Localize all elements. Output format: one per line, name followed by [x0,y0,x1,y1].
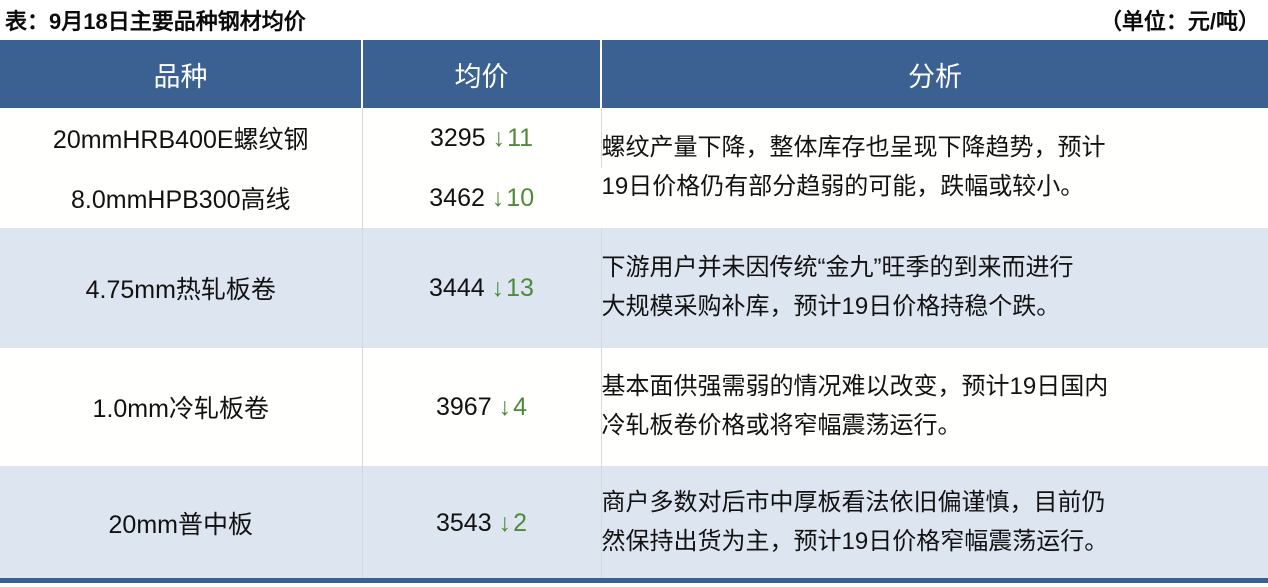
variety-cell: 20mmHRB400E螺纹钢 [0,108,363,168]
analysis-line: 螺纹产量下降，整体库存也呈现下降趋势，预计 [601,134,1106,162]
price-value: 3295 [429,123,486,152]
price-delta: 2 [513,508,528,537]
table-row: 4.75mm热轧板卷 3444 ↓13 下游用户并未因传统“金九”旺季的到来而进行… [0,228,1268,348]
price-value: 3444 [429,273,485,302]
price-value: 3462 [429,183,485,212]
price-cell: 3444 ↓13 [362,228,602,348]
analysis-line: 商户多数对后市中厚板看法依旧偏谨慎，目前仍 [601,489,1106,517]
table-row: 8.0mmHPB300高线 3462 ↓10 [0,168,1268,228]
table-caption-bar: 表：9月18日主要品种钢材均价 （单位：元/吨） [0,0,1268,40]
unit-note: （单位：元/吨） [1099,9,1260,34]
analysis-cell: 下游用户并未因传统“金九”旺季的到来而进行 大规模采购补库，预计19日价格持稳个… [601,228,1268,348]
arrow-down-icon: ↓ [491,183,505,212]
arrow-down-icon: ↓ [492,123,506,152]
analysis-line: 冷轧板卷价格或将窄幅震荡运行。 [601,412,962,439]
variety-cell: 20mm普中板 [0,466,363,580]
analysis-line: 然保持出货为主，预计19日价格窄幅震荡运行。 [601,528,1109,555]
column-header-variety: 品种 [0,40,363,108]
arrow-down-icon: ↓ [498,392,512,421]
price-value: 3967 [435,392,492,421]
price-delta: 13 [506,273,534,302]
price-delta: 4 [513,392,528,421]
table-header-row: 品种 均价 分析 [0,40,1268,108]
arrow-down-icon: ↓ [491,273,505,302]
price-cell: 3967 ↓4 [362,348,602,466]
column-header-analysis: 分析 [601,40,1268,108]
table-bottom-rule [0,578,1268,583]
price-cell: 3295 ↓11 [362,108,602,168]
table-row: 20mmHRB400E螺纹钢 3295 ↓11 螺纹产量下降，整体库存也呈现下降趋… [0,108,1268,228]
price-delta: 11 [507,123,534,152]
steel-price-table: 品种 均价 分析 20mmHRB400E螺纹钢 3295 ↓11 螺纹产量下降，整… [0,40,1268,580]
price-value: 3543 [435,508,492,537]
price-cell: 3462 ↓10 [362,168,601,228]
analysis-line: 大规模采购补库，预计19日价格持稳个跌。 [601,293,1061,320]
analysis-cell: 商户多数对后市中厚板看法依旧偏谨慎，目前仍 然保持出货为主，预计19日价格窄幅震… [601,466,1268,580]
analysis-cell: 基本面供强需弱的情况难以改变，预计19日国内 冷轧板卷价格或将窄幅震荡运行。 [601,348,1268,466]
price-delta: 10 [506,183,535,212]
analysis-cell: 螺纹产量下降，整体库存也呈现下降趋势，预计 19日价格仍有部分趋弱的可能，跌幅或… [601,108,1268,228]
table-row: 1.0mm冷轧板卷 3967 ↓4 基本面供强需弱的情况难以改变，预计19日国内 … [0,348,1268,466]
page-title: 表：9月18日主要品种钢材均价 [5,9,306,34]
variety-cell: 1.0mm冷轧板卷 [0,348,363,466]
variety-cell: 8.0mmHPB300高线 [0,168,363,228]
column-header-price: 均价 [362,40,602,108]
price-cell: 3543 ↓2 [362,466,602,580]
analysis-line: 下游用户并未因传统“金九”旺季的到来而进行 [601,254,1074,282]
table-row: 20mm普中板 3543 ↓2 商户多数对后市中厚板看法依旧偏谨慎，目前仍 然保持… [0,466,1268,580]
analysis-line: 基本面供强需弱的情况难以改变，预计19日国内 [601,373,1109,401]
arrow-down-icon: ↓ [498,508,512,537]
analysis-line: 19日价格仍有部分趋弱的可能，跌幅或较小。 [601,173,1085,200]
variety-cell: 4.75mm热轧板卷 [0,228,363,348]
